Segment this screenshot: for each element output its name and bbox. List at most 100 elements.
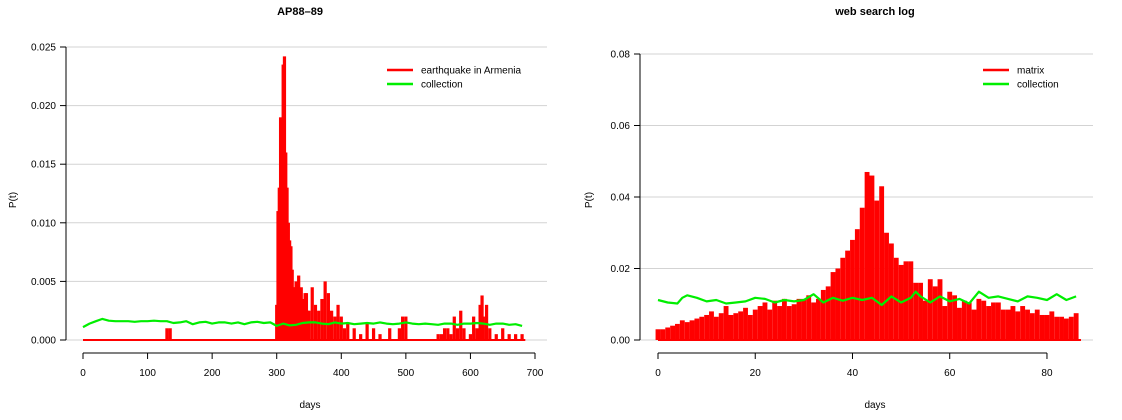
bar — [365, 322, 369, 340]
x-tick-label: 40 — [847, 368, 859, 379]
bar — [1034, 309, 1040, 340]
x-tick-label: 60 — [944, 368, 956, 379]
bar — [976, 298, 982, 340]
bar — [481, 316, 485, 340]
bar — [879, 186, 885, 340]
bar — [762, 302, 768, 340]
bar — [670, 325, 676, 340]
bar — [932, 286, 938, 340]
bar — [913, 282, 919, 340]
y-tick-label: 0.00 — [611, 336, 631, 347]
bar — [806, 295, 812, 340]
bar — [869, 175, 875, 340]
x-tick-label: 300 — [268, 368, 285, 379]
bar — [728, 314, 734, 340]
legend-label: collection — [421, 80, 463, 91]
bar — [961, 300, 967, 340]
bar — [455, 328, 460, 340]
bar — [329, 310, 334, 340]
bar — [733, 313, 739, 340]
x-tick-label: 600 — [462, 368, 479, 379]
bar — [922, 300, 928, 340]
bar — [442, 328, 447, 340]
bar — [991, 302, 996, 340]
bar — [307, 310, 311, 340]
bar — [820, 289, 826, 340]
bar — [1000, 309, 1006, 340]
bar — [378, 334, 382, 340]
bar — [359, 334, 363, 340]
bar — [786, 306, 792, 340]
bar — [811, 302, 817, 340]
bar — [1044, 314, 1050, 340]
bar — [494, 334, 498, 340]
legend-label: earthquake in Armenia — [421, 66, 522, 77]
bar — [743, 307, 748, 340]
bar — [738, 311, 744, 340]
bar — [957, 307, 962, 340]
bar — [884, 232, 889, 340]
bar — [864, 171, 870, 340]
bar — [772, 300, 778, 340]
bar — [484, 304, 489, 340]
chart-title: AP88–89 — [277, 6, 323, 18]
bar — [825, 286, 831, 340]
bar — [472, 316, 476, 340]
bar — [971, 309, 977, 340]
bar — [1020, 306, 1026, 340]
chart-title: web search log — [834, 6, 914, 18]
y-tick-label: 0.04 — [611, 193, 631, 204]
bar — [689, 320, 695, 340]
bar — [475, 328, 479, 340]
legend-label: matrix — [1017, 66, 1044, 77]
bar — [342, 328, 347, 340]
bar — [908, 261, 914, 340]
x-tick-label: 700 — [527, 368, 544, 379]
bar — [439, 334, 443, 340]
bar — [888, 243, 894, 340]
bar — [816, 298, 821, 340]
bar — [854, 229, 860, 340]
bar — [679, 320, 685, 340]
bar — [981, 300, 987, 340]
bar — [995, 302, 1001, 340]
bar — [446, 328, 450, 340]
y-tick-label: 0.06 — [611, 121, 631, 132]
bar — [452, 316, 456, 340]
bar — [699, 316, 705, 340]
bar — [165, 328, 169, 340]
bar — [747, 314, 753, 340]
x-axis-label: days — [299, 400, 320, 411]
x-tick-label: 0 — [80, 368, 86, 379]
bar — [1029, 313, 1035, 340]
y-tick-label: 0.08 — [611, 50, 631, 61]
bar — [388, 328, 392, 340]
bar — [918, 282, 923, 340]
collection-line — [657, 290, 1077, 307]
bar — [655, 329, 661, 340]
y-axis-label: P(t) — [8, 192, 19, 208]
bar — [1063, 318, 1069, 340]
bar — [488, 328, 492, 340]
bar — [323, 281, 327, 340]
bar — [371, 328, 376, 340]
bar — [333, 316, 337, 340]
bar — [397, 328, 402, 340]
y-tick-label: 0.015 — [31, 160, 56, 171]
x-tick-label: 0 — [655, 368, 661, 379]
bar — [1068, 316, 1074, 340]
bar — [947, 291, 953, 340]
bar — [404, 316, 408, 340]
x-tick-label: 80 — [1041, 368, 1053, 379]
bar — [346, 322, 350, 340]
y-tick-label: 0.025 — [31, 43, 56, 54]
bar — [830, 272, 836, 340]
bar — [942, 306, 948, 340]
bar — [757, 306, 763, 340]
bar — [704, 314, 710, 340]
bar — [927, 279, 933, 340]
bar — [1049, 311, 1055, 340]
bar — [352, 328, 356, 340]
